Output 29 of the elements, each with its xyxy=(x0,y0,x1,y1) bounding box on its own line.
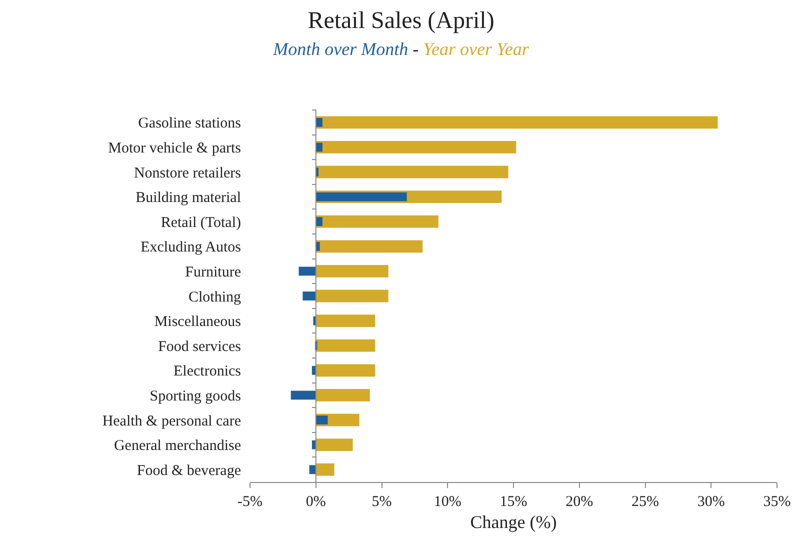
chart-title: Retail Sales (April) xyxy=(308,8,494,34)
x-tick-label: 25% xyxy=(632,494,659,510)
x-tick-label: 30% xyxy=(697,494,725,510)
y-tick-label: Building material xyxy=(136,190,241,206)
x-tick-label: 0% xyxy=(306,494,326,510)
y-tick-label: Health & personal care xyxy=(102,413,242,430)
y-tick-label: Clothing xyxy=(188,289,242,306)
y-tick-label: Miscellaneous xyxy=(154,314,242,330)
y-tick-label: Gasoline stations xyxy=(138,116,242,132)
text: Month over Month xyxy=(272,39,408,60)
y-tick-label: Retail (Total) xyxy=(160,214,242,231)
chart-subtitle: - xyxy=(412,39,419,60)
y-tick-label: Food & beverage xyxy=(136,462,242,479)
y-tick-label: General merchandise xyxy=(114,438,242,454)
x-tick-label: -5% xyxy=(238,494,262,510)
y-tick-label: Nonstore retailers xyxy=(134,165,242,182)
y-tick-label: Motor vehicle & parts xyxy=(108,140,242,156)
y-tick-label: Food services xyxy=(158,338,242,355)
y-tick-label: Excluding Autos xyxy=(140,240,242,256)
y-tick-label: Electronics xyxy=(174,364,242,380)
y-tick-label: Sporting goods xyxy=(150,388,242,404)
y-tick-label: Furniture xyxy=(185,264,242,280)
x-axis-title: Change (%) xyxy=(470,512,557,532)
x-tick-label: 20% xyxy=(566,494,594,510)
x-tick-label: 15% xyxy=(500,494,528,510)
x-tick-label: 5% xyxy=(372,494,392,510)
x-tick-label: 35% xyxy=(763,494,791,510)
x-tick-label: 10% xyxy=(434,494,462,510)
text: Year over Year xyxy=(423,39,530,60)
